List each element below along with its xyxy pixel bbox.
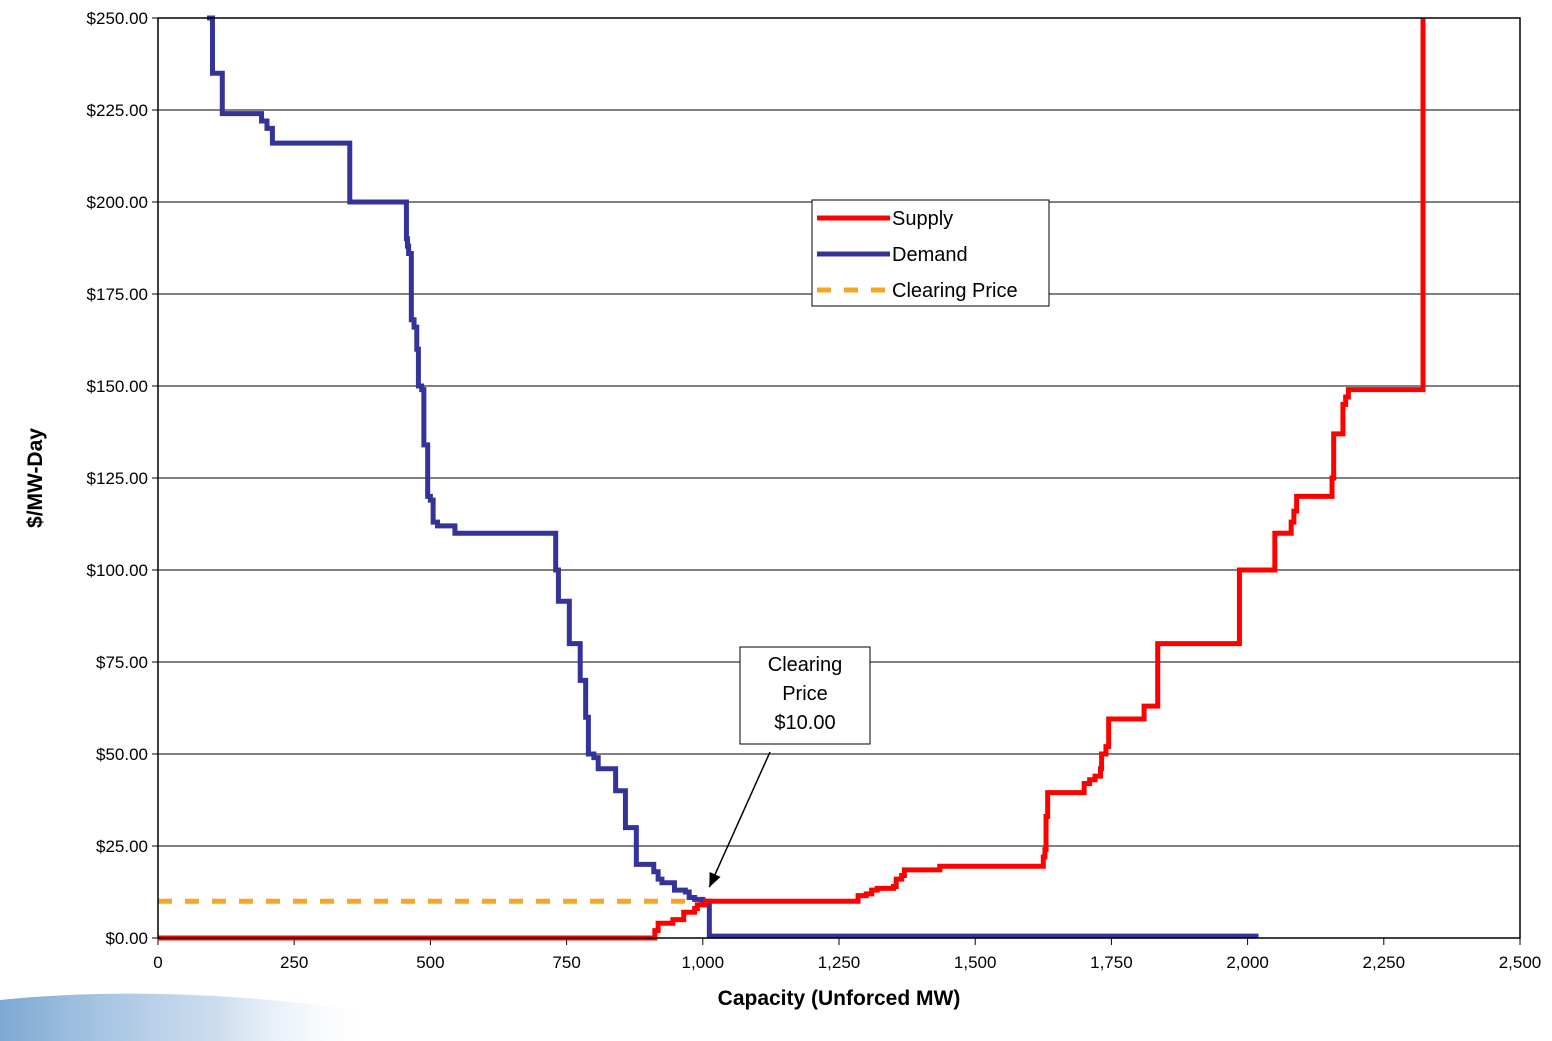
- callout-line-3: $10.00: [774, 712, 835, 734]
- x-tick-label: 2,250: [1363, 953, 1406, 972]
- x-axis-title: Capacity (Unforced MW): [718, 987, 961, 1010]
- y-tick-label: $225.00: [87, 101, 148, 120]
- clearing-price-callout: Clearing Price $10.00: [708, 646, 871, 888]
- series-line-demand: [207, 15, 1259, 939]
- y-tick-label: $200.00: [87, 193, 148, 212]
- x-axis-ticks: 0 250 500 750 1,000 1,250 1,500 1,750 2,000 2,250…: [153, 938, 1541, 972]
- callout-line-2: Price: [782, 683, 828, 705]
- plot-area-border: [157, 17, 1521, 939]
- x-tick-label: 0: [153, 953, 162, 972]
- y-axis-title: $/MW-Day: [24, 428, 47, 528]
- x-tick-label: 2,500: [1499, 953, 1542, 972]
- legend: Supply Demand Clearing Price: [811, 199, 1050, 307]
- series-line-supply: [158, 18, 1426, 941]
- legend-label-clearing-price: Clearing Price: [892, 280, 1018, 302]
- x-tick-label: 1,500: [954, 953, 997, 972]
- series-lines: [158, 15, 1426, 941]
- y-tick-label: $125.00: [87, 469, 148, 488]
- y-tick-label: $100.00: [87, 561, 148, 580]
- x-tick-label: 2,000: [1226, 953, 1269, 972]
- y-tick-label: $0.00: [105, 929, 148, 948]
- y-tick-label: $250.00: [87, 9, 148, 28]
- y-axis-ticks: $0.00 $25.00 $50.00 $75.00 $100.00 $125.00 $15…: [87, 9, 158, 948]
- y-tick-label: $25.00: [96, 837, 148, 856]
- grid-lines: [158, 17, 1520, 939]
- legend-label-supply: Supply: [892, 208, 953, 230]
- callout-arrow: [708, 751, 771, 888]
- x-tick-label: 500: [416, 953, 444, 972]
- x-tick-label: 750: [552, 953, 580, 972]
- x-tick-label: 1,000: [682, 953, 725, 972]
- y-tick-label: $50.00: [96, 745, 148, 764]
- legend-label-demand: Demand: [892, 244, 968, 266]
- y-tick-label: $175.00: [87, 285, 148, 304]
- x-tick-label: 250: [280, 953, 308, 972]
- callout-arrowhead: [709, 871, 721, 888]
- x-tick-label: 1,250: [818, 953, 861, 972]
- callout-line-1: Clearing: [768, 654, 842, 676]
- x-tick-label: 1,750: [1090, 953, 1133, 972]
- y-tick-label: $75.00: [96, 653, 148, 672]
- logo-swoosh: [0, 993, 360, 1041]
- y-tick-label: $150.00: [87, 377, 148, 396]
